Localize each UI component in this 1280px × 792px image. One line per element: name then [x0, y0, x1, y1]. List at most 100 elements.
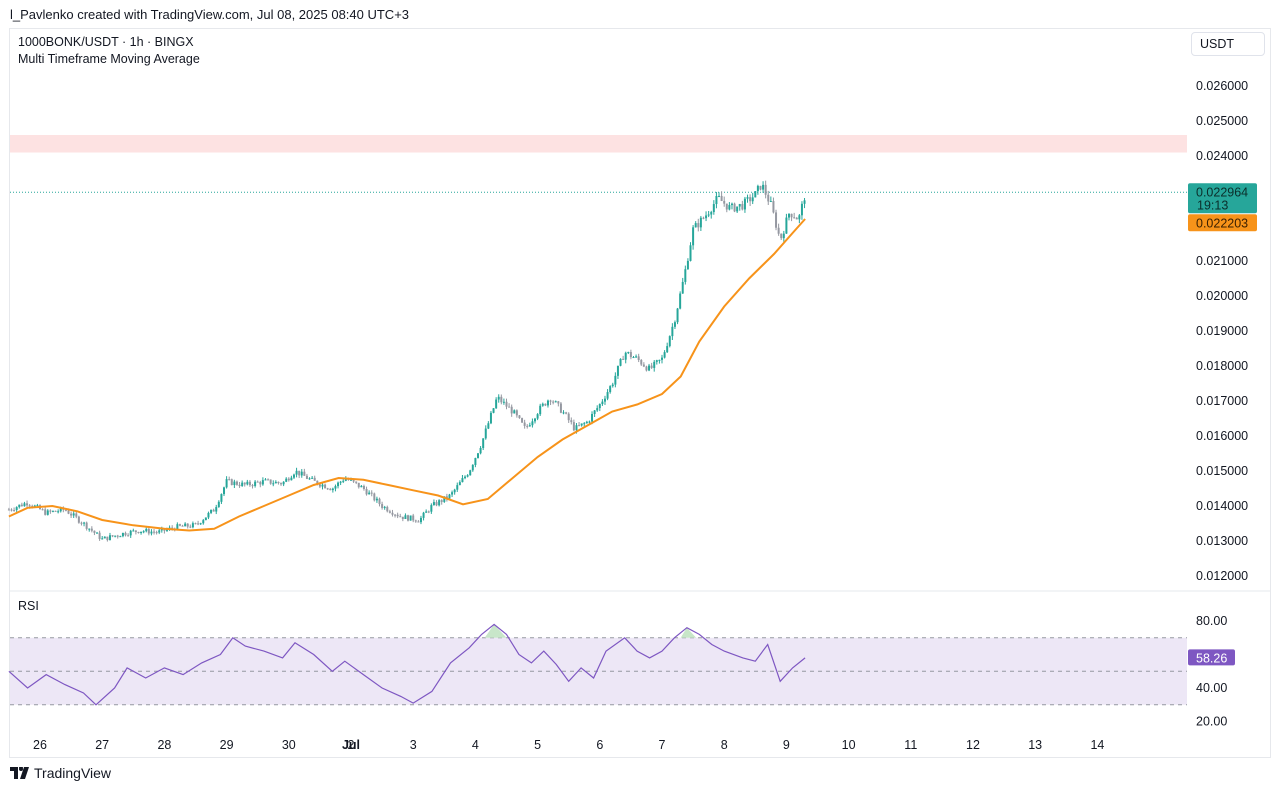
- candle-body: [699, 217, 702, 228]
- candle-body: [54, 510, 57, 512]
- candle-body: [189, 526, 192, 528]
- candle-body: [759, 185, 762, 190]
- price-axis-tick-4: 0.020000: [1196, 289, 1248, 303]
- candle-body: [18, 504, 21, 508]
- candle-body: [111, 535, 114, 537]
- candle-body: [145, 528, 148, 532]
- candle-body: [290, 477, 293, 481]
- candle-body: [204, 517, 207, 521]
- candle-body: [155, 532, 158, 534]
- candle-body: [321, 484, 324, 487]
- candle-body: [451, 492, 454, 495]
- candle-body: [419, 517, 422, 523]
- candle-body: [458, 482, 461, 486]
- candle-body: [622, 358, 625, 360]
- candle-body: [756, 185, 759, 192]
- candle-body: [386, 506, 389, 512]
- candle-body: [430, 505, 433, 512]
- last-price-badge: [1188, 183, 1257, 214]
- candle-body: [103, 536, 106, 539]
- candle-body: [365, 489, 368, 495]
- candle-body: [795, 217, 798, 220]
- candle-body: [580, 423, 583, 426]
- candle-body: [233, 481, 236, 486]
- rsi-pane-label[interactable]: RSI: [18, 599, 39, 613]
- candle-body: [381, 504, 384, 508]
- time-axis-tick-18: 14: [1090, 738, 1104, 752]
- candle-body: [98, 532, 101, 539]
- candle-body: [567, 413, 570, 421]
- candle-body: [637, 356, 640, 360]
- candle-body: [57, 511, 60, 513]
- candle-body: [764, 184, 767, 195]
- candle-body: [251, 485, 254, 487]
- candle-body: [565, 412, 568, 414]
- symbol-title[interactable]: 1000BONK/USDT · 1h · BINGX: [18, 35, 194, 49]
- candle-body: [225, 479, 228, 488]
- tradingview-footer[interactable]: TradingView: [10, 765, 111, 781]
- candle-body: [134, 530, 137, 532]
- candle-body: [127, 535, 130, 537]
- candle-body: [93, 530, 96, 533]
- indicator-name[interactable]: Multi Timeframe Moving Average: [18, 52, 200, 66]
- rsi-value-badge: [1188, 649, 1235, 666]
- candle-body: [521, 418, 524, 423]
- time-axis-tick-12: 8: [721, 738, 728, 752]
- candle-body: [775, 212, 778, 228]
- candle-body: [603, 398, 606, 402]
- candle-body: [199, 523, 202, 525]
- candle-body: [83, 522, 86, 524]
- time-axis-tick-7: 3: [410, 738, 417, 752]
- currency-selector-button[interactable]: USDT: [1191, 32, 1265, 56]
- ma-value: 0.022203: [1196, 216, 1248, 230]
- candle-body: [746, 197, 749, 199]
- candle-body: [798, 215, 801, 220]
- time-axis-tick-17: 13: [1028, 738, 1042, 752]
- time-axis-tick-13: 9: [783, 738, 790, 752]
- candle-body: [697, 223, 700, 228]
- candle-body: [191, 523, 194, 528]
- price-axis-tick-2: 0.024000: [1196, 149, 1248, 163]
- candle-body: [500, 396, 503, 403]
- candle-body: [435, 502, 438, 506]
- candle-body: [642, 364, 645, 367]
- candle-body: [484, 428, 487, 439]
- candle-body: [254, 481, 257, 486]
- candle-body: [692, 227, 695, 246]
- time-axis-tick-9: 5: [534, 738, 541, 752]
- candle-body: [106, 536, 109, 541]
- candle-body: [292, 474, 295, 478]
- candle-body: [337, 482, 340, 487]
- candle-body: [295, 470, 298, 475]
- candle-body: [723, 200, 726, 204]
- candle-body: [445, 496, 448, 499]
- candle-body: [212, 509, 215, 512]
- candle-body: [124, 532, 127, 536]
- candle-body: [554, 401, 557, 403]
- candle-body: [59, 507, 62, 512]
- candle-body: [777, 227, 780, 234]
- candle-body: [443, 496, 446, 502]
- candle-body: [129, 530, 132, 536]
- candle-body: [344, 478, 347, 481]
- candle-body: [248, 481, 251, 486]
- candle-body: [7, 509, 10, 511]
- candle-body: [448, 494, 451, 499]
- candle-body: [186, 523, 189, 527]
- candle-body: [217, 501, 220, 508]
- candle-body: [715, 196, 718, 205]
- candle-body: [725, 203, 728, 210]
- candle-body: [528, 425, 531, 427]
- candle-body: [316, 480, 319, 485]
- candle-body: [432, 502, 435, 506]
- candle-body: [235, 481, 238, 485]
- candle-body: [370, 492, 373, 494]
- candle-body: [280, 483, 283, 485]
- resistance-zone: [10, 135, 1187, 153]
- candle-body: [44, 509, 47, 515]
- candle-body: [705, 215, 708, 219]
- candle-body: [790, 213, 793, 218]
- candle-body: [324, 484, 327, 489]
- rsi-axis-tick-0: 80.00: [1196, 614, 1227, 628]
